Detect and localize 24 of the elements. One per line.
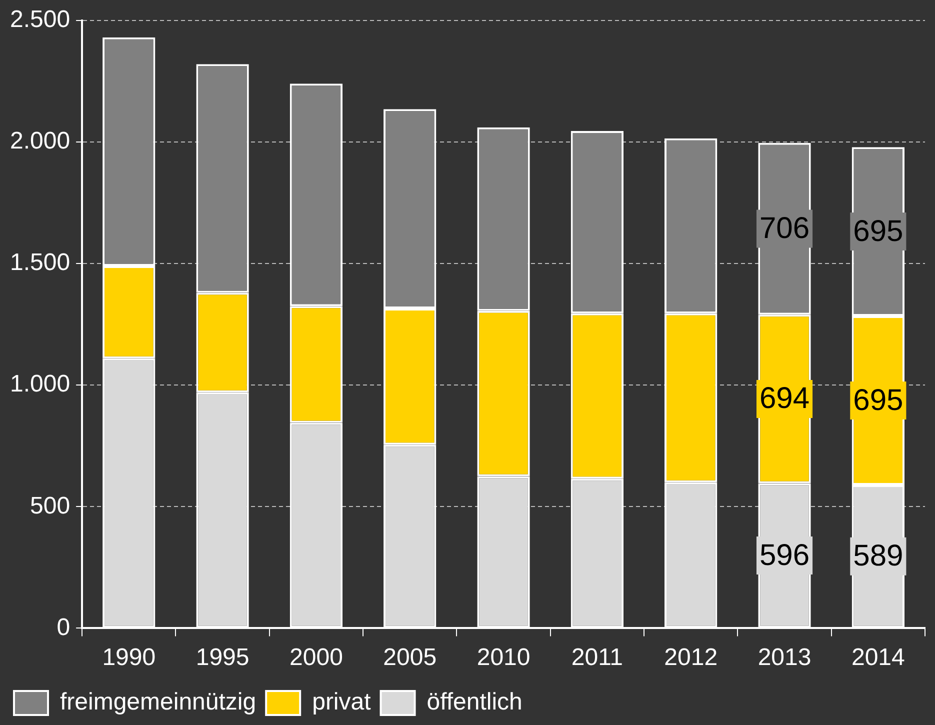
data-label: 695 bbox=[853, 384, 904, 417]
y-tick-label: 1.000 bbox=[10, 370, 70, 398]
y-tick-label: 2.500 bbox=[10, 6, 70, 34]
data-label: 706 bbox=[759, 212, 810, 246]
data-label: 589 bbox=[853, 540, 904, 573]
data-label: 596 bbox=[759, 538, 810, 572]
x-tick-label: 1995 bbox=[196, 644, 250, 672]
x-tick-label: 2005 bbox=[383, 644, 437, 672]
legend-label: privat bbox=[312, 688, 372, 716]
y-tick-label: 0 bbox=[56, 614, 70, 641]
y-tick-label: 500 bbox=[30, 492, 70, 520]
legend-label: öffentlich bbox=[426, 688, 522, 716]
x-tick-label: 2010 bbox=[476, 644, 530, 672]
legend-label: freimgemeinnützig bbox=[60, 688, 256, 716]
data-label: 695 bbox=[853, 214, 904, 248]
y-tick-label: 2.000 bbox=[10, 128, 70, 155]
x-tick-label: 2000 bbox=[290, 644, 343, 672]
x-tick-label: 2014 bbox=[851, 644, 905, 672]
x-tick-label: 1990 bbox=[102, 644, 156, 672]
y-tick-label: 1.500 bbox=[10, 249, 70, 276]
x-tick-label: 2011 bbox=[571, 644, 623, 672]
data-label: 694 bbox=[759, 382, 810, 416]
x-tick-label: 2013 bbox=[758, 644, 812, 672]
x-tick-label: 2012 bbox=[664, 644, 718, 672]
